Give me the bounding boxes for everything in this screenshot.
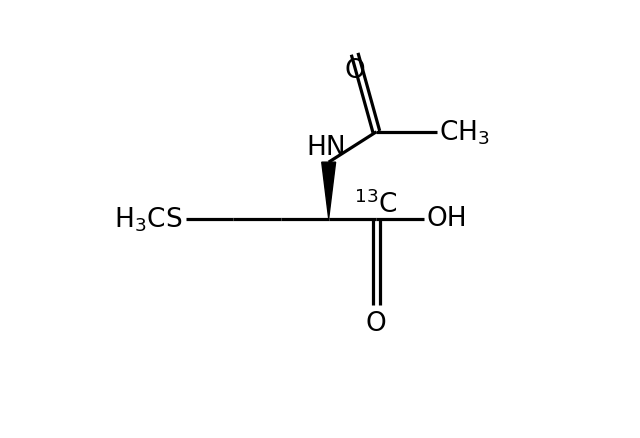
Text: $^{13}$C: $^{13}$C (354, 190, 397, 218)
Text: HN: HN (307, 134, 346, 161)
Text: O: O (366, 310, 387, 336)
Text: H$_3$CS: H$_3$CS (114, 205, 182, 233)
Text: CH$_3$: CH$_3$ (439, 118, 490, 147)
Polygon shape (322, 163, 335, 219)
Text: O: O (344, 58, 365, 84)
Text: OH: OH (426, 206, 467, 232)
